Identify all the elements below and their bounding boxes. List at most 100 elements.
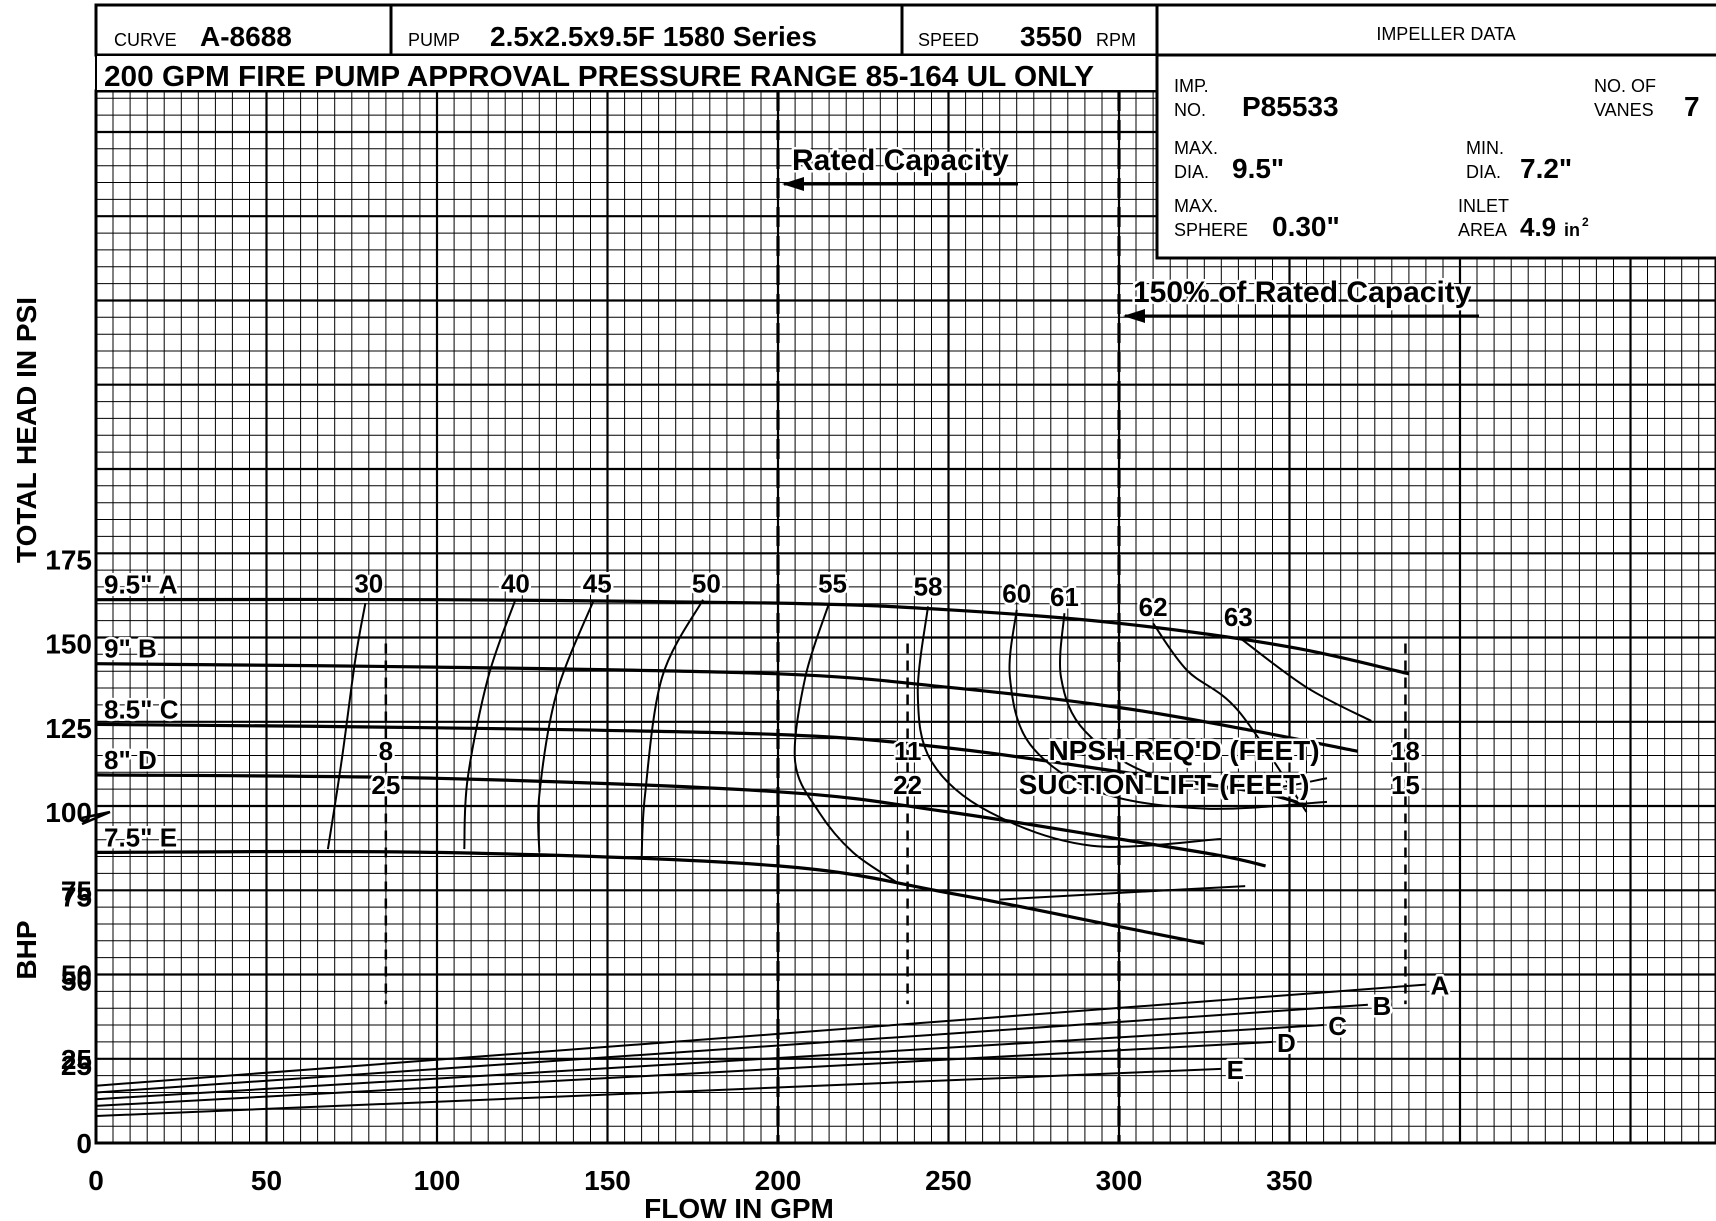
head-tick-label: 150 [45,629,92,660]
head-tick-label: 175 [45,544,92,575]
suction-lift-value: 22 [893,770,922,800]
efficiency-curve-61 [1059,613,1328,790]
inlet-label-1: INLET [1458,196,1509,216]
efficiency-label-30: 30 [354,568,383,598]
npsh-value: 18 [1391,736,1420,766]
bhp-label-c: C [1328,1011,1347,1041]
bhp-label-d: D [1277,1028,1296,1058]
bhp-curve-e [95,1067,1222,1117]
head-curve-c [95,722,1307,807]
efficiency-curve-60 [1008,609,1328,810]
npsh-value: 8 [379,736,393,766]
extra-curve-0 [999,885,1246,901]
inlet-unit: in [1564,220,1580,240]
efficiency-curve-58 [916,606,1222,848]
efficiency-label-45: 45 [583,568,612,598]
head-tick-label: 100 [45,797,92,828]
tick-labels: 0 50 100 150 200 250 300 350 25 50 75 100 125 150 175 0… [45,544,1313,1196]
bhp-tick-label: 25 [61,1044,92,1075]
head-tick-label: 125 [45,713,92,744]
head-curve-d [95,773,1266,868]
head-curve-label-c: 8.5" C [104,694,179,724]
impeller-data: IMP. NO. P85533 NO. OF VANES 7 MAX. DIA.… [1174,76,1700,242]
speed-unit: RPM [1096,30,1136,50]
curve-labels: 9.5" A 9" B 8.5" C 8" D 7.5" E 30 40 45 50 55 58 60… [102,142,1475,1088]
bhp-curve-b [95,1003,1368,1094]
efficiency-label-61: 61 [1050,582,1079,612]
bhp-curve-c [95,1024,1324,1101]
imp-no-value: P85533 [1242,91,1339,122]
pump-label: PUMP [408,30,460,50]
flow-axis-title: FLOW IN GPM [644,1193,834,1221]
head-curve-label-d: 8" D [104,745,157,775]
x-tick-label: 50 [251,1165,282,1196]
efficiency-curve-50 [640,599,704,860]
min-dia-label-2: DIA. [1466,162,1501,182]
inlet-value: 4.9 [1520,212,1556,242]
head-tick-label: 50 [61,966,92,997]
efficiency-curve-40 [463,599,517,850]
bhp-tick-label: 75 [61,875,92,906]
axis-break-icon [81,810,111,826]
efficiency-label-63: 63 [1224,602,1253,632]
suction-lift-value: 25 [371,770,400,800]
efficiency-curve-45 [537,599,595,853]
inlet-unit-sup: 2 [1582,215,1589,229]
x-tick-label: 350 [1266,1165,1313,1196]
efficiency-label-55: 55 [818,568,847,598]
max-dia-label-1: MAX. [1174,138,1218,158]
bhp-tick-label: 0 [76,1128,92,1159]
efficiency-label-62: 62 [1139,592,1168,622]
efficiency-label-60: 60 [1002,578,1031,608]
chart-subtitle: 200 GPM FIRE PUMP APPROVAL PRESSURE RANG… [104,61,1094,93]
npsh-label: NPSH REQ'D (FEET) [1048,735,1319,766]
bhp-curve-a [95,983,1426,1087]
efficiency-curve-30 [326,602,367,850]
efficiency-label-58: 58 [914,572,943,602]
curve-label: CURVE [114,30,177,50]
speed-label: SPEED [918,30,979,50]
imp-no-label-2: NO. [1174,100,1206,120]
bhp-label-a: A [1431,971,1450,1001]
max-dia-label-2: DIA. [1174,162,1209,182]
npsh-value: 11 [894,736,922,766]
min-dia-value: 7.2" [1520,153,1572,184]
head-curve-e [95,849,1205,945]
speed-value: 3550 [1020,21,1082,52]
sphere-value: 0.30" [1272,211,1340,242]
vanes-label-2: VANES [1594,100,1654,120]
capacity-label-200: Rated Capacity [792,144,1009,177]
min-dia-label-1: MIN. [1466,138,1504,158]
head-curve-label-b: 9" B [104,634,157,664]
x-tick-label: 200 [755,1165,802,1196]
bhp-curve-d [95,1040,1273,1107]
efficiency-label-40: 40 [501,568,530,598]
curve-value: A-8688 [200,21,292,52]
head-tick-label: 25 [61,1050,92,1081]
efficiency-curve-62 [1152,622,1308,813]
curves [95,91,1479,1143]
bhp-tick-label: 50 [61,960,92,991]
head-axis-title: TOTAL HEAD IN PSI [11,297,42,563]
efficiency-curve-63 [1237,635,1372,722]
x-tick-label: 150 [584,1165,631,1196]
sphere-label-2: SPHERE [1174,220,1248,240]
x-tick-label: 250 [925,1165,972,1196]
x-tick-label: 100 [414,1165,461,1196]
bhp-axis-title: BHP [11,920,42,979]
sphere-label-1: MAX. [1174,196,1218,216]
bhp-label-e: E [1227,1055,1244,1085]
head-tick-label: 75 [61,881,92,912]
capacity-arrow-head-icon [1123,309,1145,323]
pump-value: 2.5x2.5x9.5F 1580 Series [490,21,817,52]
minor-gridlines [96,91,1716,1143]
head-curve-label-a: 9.5" A [104,570,178,600]
x-tick-label: 0 [88,1165,104,1196]
header: CURVE A-8688 PUMP 2.5x2.5x9.5F 1580 Seri… [94,3,1716,260]
efficiency-label-50: 50 [692,568,721,598]
inlet-label-2: AREA [1458,220,1507,240]
head-curve-label-e: 7.5" E [104,822,177,852]
head-curve-b [95,662,1359,753]
imp-no-label-1: IMP. [1174,76,1209,96]
